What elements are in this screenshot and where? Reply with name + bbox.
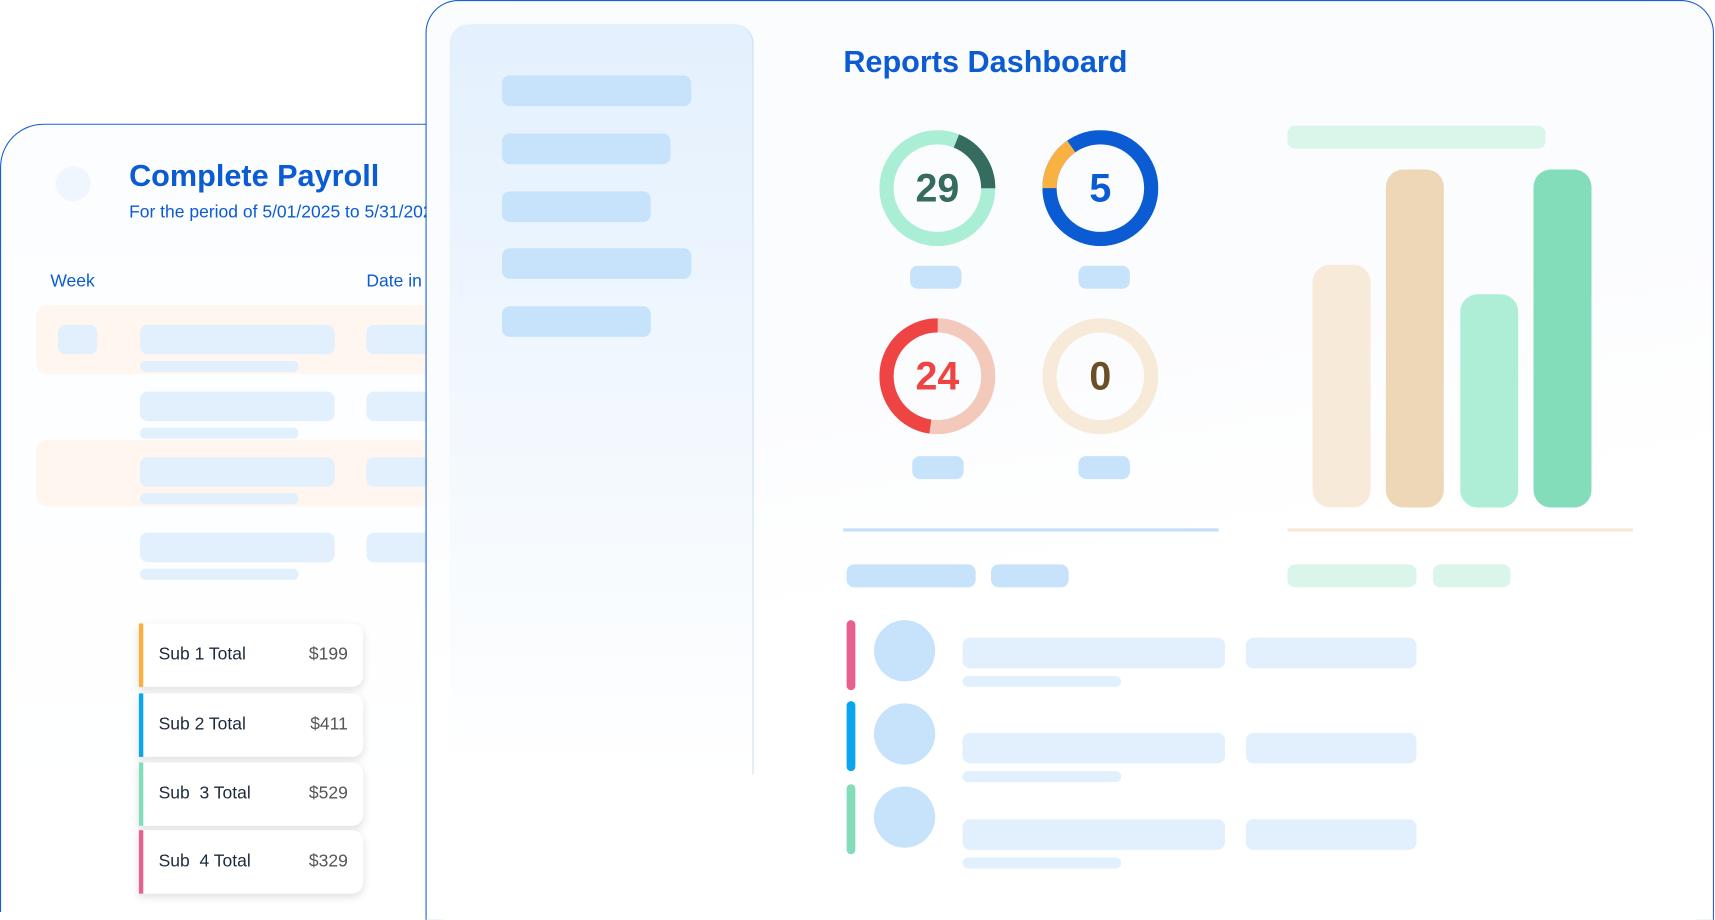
list-item-marker [846,701,856,772]
section-tab[interactable] [990,564,1069,588]
list-item-title [962,732,1226,764]
subtotal-amount: $199 [308,645,348,664]
sidebar-item[interactable] [502,191,651,223]
subtotal-color [138,693,144,757]
row-cell [140,532,335,563]
row-cell [140,391,335,422]
list-item-value [1245,732,1417,764]
avatar [55,166,91,202]
chart-tab[interactable] [1432,564,1511,588]
chart-baseline [1287,528,1634,532]
subtotal-label: Sub 4 Total [158,852,251,871]
ring-value: 5 [1089,165,1112,211]
row-subcell [140,493,299,505]
ring-label [1078,265,1130,289]
subtotal-label: Sub 3 Total [158,784,251,803]
sidebar-item[interactable] [502,133,671,165]
ring-value: 0 [1089,353,1112,399]
list-item-marker [846,784,856,855]
list-item-title [962,819,1226,850]
chart-title [1287,125,1546,149]
payroll-title: Complete Payroll [129,158,380,193]
ring-track [1042,318,1159,435]
row-week-cell [57,324,98,355]
row-cell [140,457,335,487]
subtotal-card[interactable]: Sub 1 Total $199 [138,623,364,687]
subtotal-card[interactable]: Sub 2 Total $411 [138,693,364,757]
list-item-subtitle [962,675,1122,687]
section-tab[interactable] [846,564,976,588]
ring-chart [879,130,996,247]
sidebar [449,24,754,775]
column-week: Week [50,272,95,291]
row-cell [140,324,335,355]
ring-value: 29 [915,165,960,211]
chart-bar [1460,294,1519,508]
ring-chart [1042,318,1159,435]
payroll-subtitle: For the period of 5/01/2025 to 5/31/2025 [129,203,443,223]
divider [843,528,1219,532]
ring-label [1078,456,1130,480]
chart-bar [1312,264,1371,508]
ring-value: 24 [915,353,960,399]
chart-bar [1385,169,1444,508]
ring-chart [1042,130,1159,247]
subtotal-color [138,830,144,894]
list-item-value [1245,819,1417,850]
list-item-subtitle [962,857,1122,869]
dashboard-title: Reports Dashboard [843,44,1128,79]
list-item-avatar [873,703,936,765]
sidebar-item[interactable] [502,306,651,337]
subtotal-color [138,762,144,826]
sidebar-item[interactable] [502,248,692,279]
chart-bar [1533,169,1592,508]
sidebar-item[interactable] [502,75,692,107]
subtotal-color [138,623,144,687]
subtotal-amount: $529 [308,784,348,803]
ring-label [910,265,962,289]
chart-tab[interactable] [1287,564,1417,588]
column-date: Date in [366,272,422,291]
row-subcell [140,427,299,439]
subtotal-amount: $329 [308,852,348,871]
subtotal-label: Sub 2 Total [158,715,246,734]
list-item-marker [846,620,856,691]
list-item-title [962,637,1226,669]
row-subcell [140,568,299,580]
ring-label [912,456,964,480]
list-item-subtitle [962,771,1122,783]
subtotal-label: Sub 1 Total [158,645,246,664]
ring-arc [879,318,996,435]
subtotal-card[interactable]: Sub 4 Total $329 [138,830,364,894]
list-item-avatar [873,620,936,682]
subtotal-amount: $411 [310,715,348,734]
subtotal-card[interactable]: Sub 3 Total $529 [138,762,364,826]
ring-arc [1042,130,1159,247]
row-subcell [140,360,299,372]
list-item-value [1245,637,1417,669]
list-item-avatar [873,786,936,848]
ring-chart [879,318,996,435]
